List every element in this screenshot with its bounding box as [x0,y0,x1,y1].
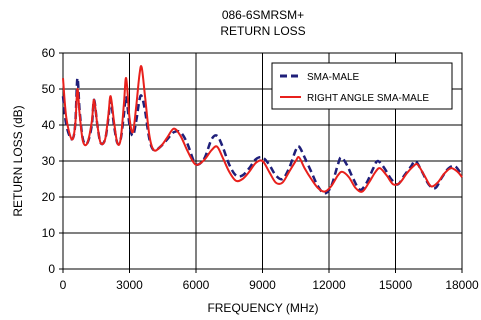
x-tick-label: 0 [60,278,67,292]
y-tick-label: 0 [48,262,55,276]
chart-subtitle: RETURN LOSS [220,24,305,38]
x-tick-label: 12000 [312,278,346,292]
x-axis-label: FREQUENCY (MHz) [207,301,318,315]
x-tick-label: 9000 [249,278,276,292]
legend-box [271,62,453,110]
series-line-right-angle-sma-male [62,65,463,193]
y-tick-label: 50 [42,82,56,96]
y-tick-label: 10 [42,226,56,240]
y-tick-label: 30 [42,154,56,168]
x-axis-ticks: 0 3000 6000 9000 12000 15000 18000 [60,269,479,292]
legend-label-right-angle-sma-male: RIGHT ANGLE SMA-MALE [307,93,429,104]
y-tick-label: 20 [42,190,56,204]
chart-title: 086-6SMRSM+ [222,8,304,22]
y-axis-ticks: 0 10 20 30 40 50 60 [42,46,63,276]
x-tick-label: 15000 [379,278,413,292]
y-tick-label: 40 [42,118,56,132]
y-tick-label: 60 [42,46,56,60]
legend-label-sma-male: SMA-MALE [307,72,360,83]
series-lines [61,65,464,195]
x-tick-label: 18000 [445,278,479,292]
y-axis-label: RETURN LOSS (dB) [11,105,25,216]
x-tick-label: 6000 [183,278,210,292]
legend: SMA-MALE RIGHT ANGLE SMA-MALE [271,62,453,110]
x-tick-label: 3000 [116,278,143,292]
